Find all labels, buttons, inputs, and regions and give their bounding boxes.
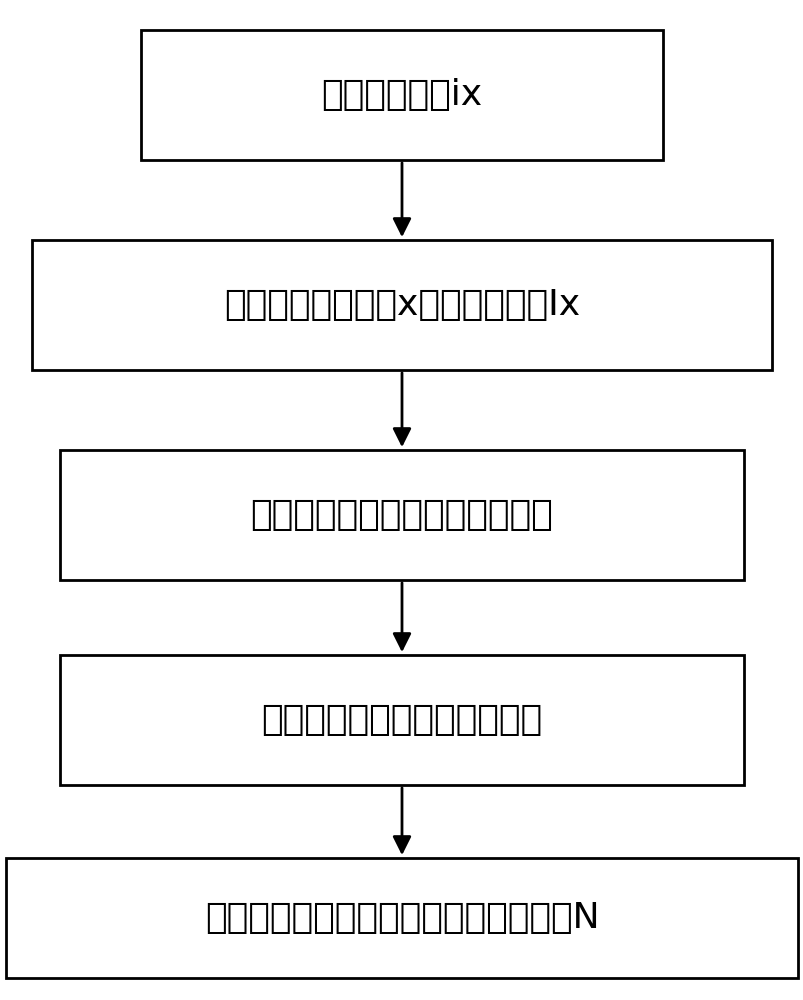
Text: 计算主干线路各点电流平方之和: 计算主干线路各点电流平方之和	[251, 498, 552, 532]
Text: 计算典型负荷分布线路的线损: 计算典型负荷分布线路的线损	[261, 703, 542, 737]
Bar	[32, 240, 771, 370]
Bar	[6, 858, 797, 978]
Bar	[141, 30, 662, 160]
Text: 计算距离线路始端x处的主干电流Ix: 计算距离线路始端x处的主干电流Ix	[224, 288, 579, 322]
Bar	[60, 655, 743, 785]
Bar	[60, 450, 743, 580]
Text: 计算分支电流ix: 计算分支电流ix	[321, 78, 482, 112]
Text: 计算典型负荷分布线路的负荷分布系数N: 计算典型负荷分布线路的负荷分布系数N	[205, 901, 598, 935]
